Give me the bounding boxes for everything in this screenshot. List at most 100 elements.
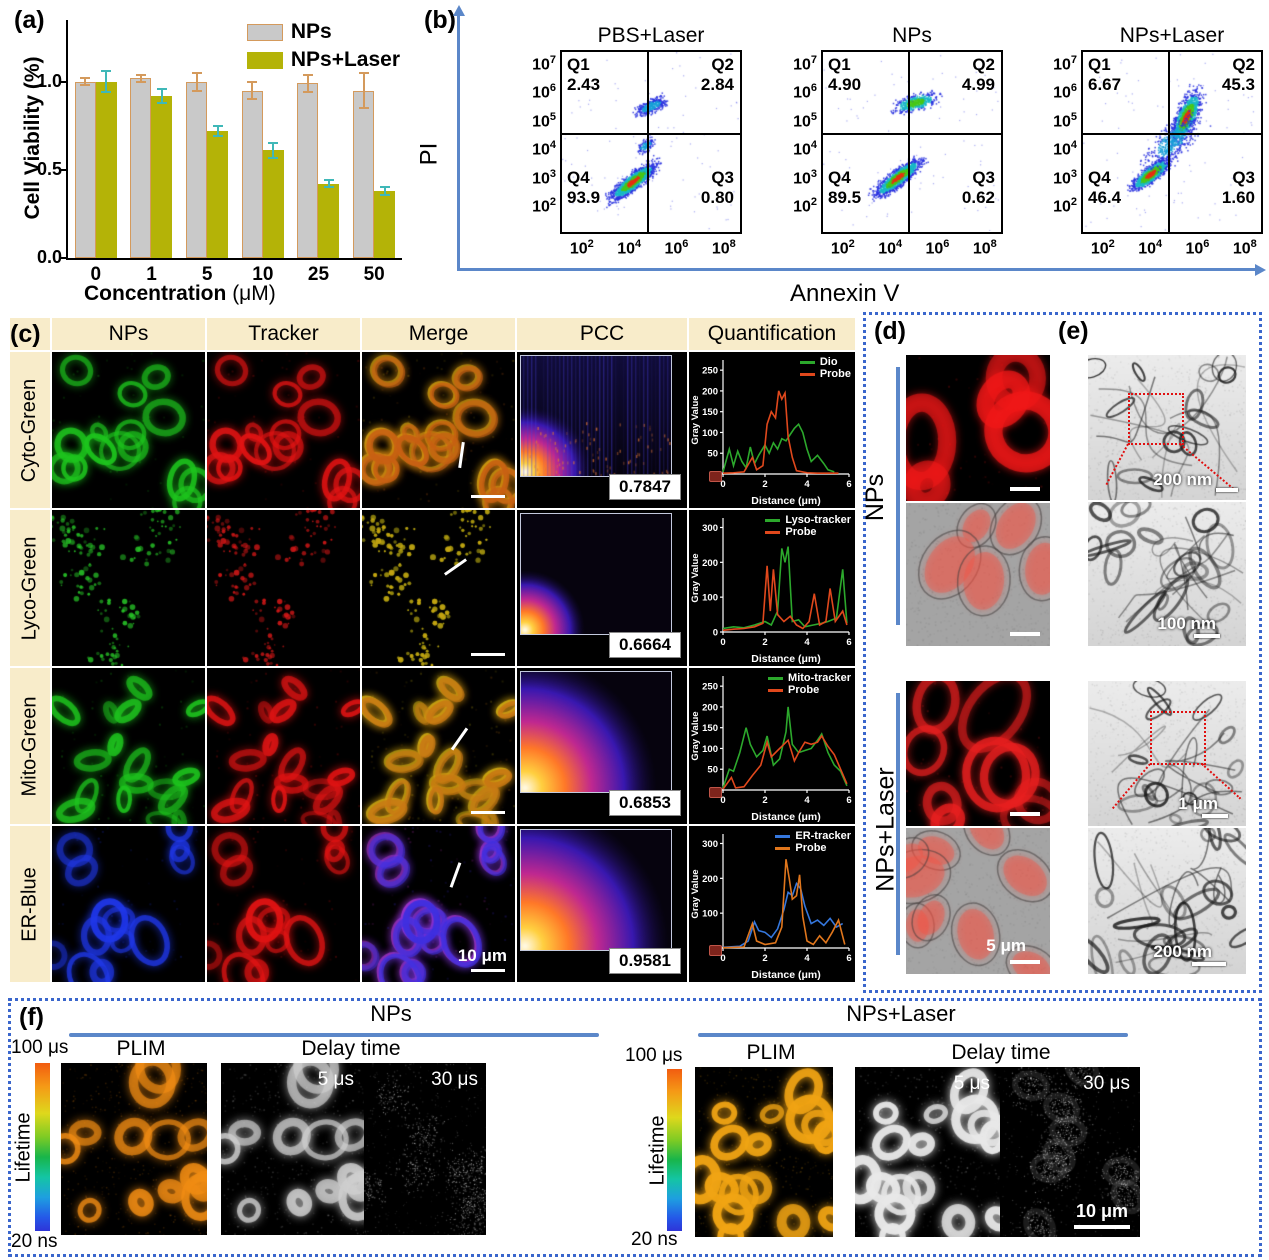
svg-text:Distance (μm): Distance (μm) [751, 811, 820, 823]
quadrant-h-line [823, 133, 1001, 135]
svg-text:6: 6 [846, 479, 851, 490]
lifetime-colorbar [35, 1063, 50, 1231]
svg-text:200: 200 [702, 558, 718, 569]
pcc-value: 0.9581 [609, 948, 681, 974]
lyso-merge-image [362, 510, 515, 666]
colorbar-top-label: 100 μs [625, 1045, 683, 1066]
plim-scale-bar: 10 μm [1074, 1201, 1130, 1229]
cyto-pcc-plot: 0.7847 [517, 352, 687, 508]
colorbar-bottom-label: 20 ns [631, 1229, 678, 1250]
svg-text:2: 2 [762, 953, 767, 964]
svg-text:100: 100 [702, 428, 718, 439]
plim-nps-underline [69, 1033, 599, 1037]
quad-q3: Q3 0.80 [700, 168, 734, 207]
e-tem-zoom-nps: 100 nm [1088, 502, 1246, 646]
scale-bar-text: 10 μm [457, 946, 507, 965]
svg-text:0: 0 [720, 637, 725, 648]
quad-q1: Q1 4.90 [828, 55, 862, 94]
panel-c-tag-cell: (c) [10, 318, 50, 350]
legend-item-nps-laser: NPs+Laser [246, 48, 400, 72]
svg-text:150: 150 [702, 723, 718, 734]
panel-f-tag: (f) [19, 1003, 44, 1031]
svg-text:100: 100 [702, 593, 718, 604]
svg-text:2: 2 [762, 637, 767, 648]
legend-item-nps: NPs [246, 20, 400, 44]
svg-text:6: 6 [846, 637, 851, 648]
delay-5us-label: 5 μs [953, 1073, 990, 1094]
quadrant-v-line [647, 52, 649, 232]
scale-bar [471, 653, 505, 656]
scale-bar-text: 5 μm [986, 936, 1026, 955]
e-tem-overview-nps: 200 nm [1088, 355, 1246, 500]
viability-plot-area: NPs NPs+Laser 0 1 5 10 25 50 0.0 0.5 1.0 [36, 20, 402, 285]
flow-title: NPs+Laser [1119, 24, 1225, 47]
viability-legend: NPs NPs+Laser [246, 20, 400, 76]
lyso-pcc-plot: 0.6664 [517, 510, 687, 666]
panel-b-tag: (b) [424, 6, 456, 34]
delay-time-header: Delay time [951, 1041, 1051, 1064]
x-label-text: Concentration [84, 282, 227, 305]
svg-text:Gray Value: Gray Value [690, 869, 701, 918]
col-header-nps: NPs [52, 318, 205, 350]
svg-text:0: 0 [713, 628, 718, 639]
panel-e-tag: (e) [1058, 317, 1089, 345]
pcc-value: 0.7847 [609, 474, 681, 500]
tem-scale-text: 100 nm [1157, 614, 1216, 633]
flow-plot-nps: NPs Q1 4.90 Q2 4.99 Q3 0.62 Q4 89.5 107 106 10… [777, 24, 1007, 304]
svg-text:4: 4 [804, 479, 810, 490]
svg-text:100: 100 [702, 744, 718, 755]
row-label-cyto-green: Cyto-Green [10, 352, 50, 508]
svg-text:150: 150 [702, 407, 718, 418]
mito-tracker-image [207, 668, 360, 824]
plim-laser-title: NPs+Laser [846, 1001, 956, 1026]
svg-text:200: 200 [702, 386, 718, 397]
svg-text:2: 2 [762, 479, 767, 490]
row-label-lyco-green: Lyco-Green [10, 510, 50, 666]
roi-marker [709, 471, 722, 482]
annexin-axis-label: Annexin V [790, 280, 900, 307]
delay-time-header: Delay time [301, 1037, 401, 1060]
tem-zoom-box [1150, 711, 1206, 765]
svg-text:300: 300 [702, 523, 718, 534]
nps-laser-group-label: NPs+Laser [871, 767, 900, 892]
flow-title: PBS+Laser [597, 24, 705, 47]
quad-q4: Q4 46.4 [1088, 168, 1122, 207]
flow-plot-nps-laser: NPs+Laser Q1 6.67 Q2 45.3 Q3 1.60 Q4 46.4 10… [1037, 24, 1267, 304]
pi-axis-line [457, 14, 460, 270]
svg-text:Gray Value: Gray Value [690, 553, 701, 602]
tem-scale-bar [1194, 634, 1220, 638]
annexin-axis-line [457, 268, 1257, 271]
scale-bar [1010, 487, 1040, 491]
delay-30us-label: 30 μs [431, 1069, 478, 1090]
cyto-merge-image [362, 352, 515, 508]
cyto-nps-image [52, 352, 205, 508]
mito-pcc-plot: 0.6853 [517, 668, 687, 824]
tem-scale-bar [1216, 488, 1238, 492]
scale-bar [1010, 632, 1040, 636]
flow-plot-box: Q1 2.43 Q2 2.84 Q3 0.80 Q4 93.9 [560, 50, 742, 234]
flow-plot-box: Q1 6.67 Q2 45.3 Q3 1.60 Q4 46.4 [1081, 50, 1263, 234]
row-label-mito-green: Mito-Green [10, 668, 50, 824]
lifetime-label: Lifetime [12, 1112, 35, 1183]
quant-legend: Mito-tracker Probe [768, 672, 851, 696]
svg-text:2: 2 [762, 795, 767, 806]
nps-group-label: NPs [861, 473, 890, 522]
panel-a-tag: (a) [14, 6, 45, 34]
colorbar-bottom-label: 20 ns [11, 1231, 58, 1252]
tem-zoom-box [1128, 393, 1184, 445]
plim-header: PLIM [116, 1037, 166, 1060]
tem-scale-bar [1202, 814, 1228, 818]
d-laser-fluorescence-image [906, 681, 1050, 826]
lyso-nps-image [52, 510, 205, 666]
flow-title: NPs [892, 24, 932, 47]
e-tem-overview-laser: 1 μm [1088, 681, 1246, 826]
quadrant-h-line [1083, 133, 1261, 135]
quadrant-h-line [562, 133, 740, 135]
delay-30us-image-nps: 30 μs [364, 1063, 486, 1235]
svg-text:Distance (μm): Distance (μm) [751, 495, 820, 507]
svg-text:200: 200 [702, 702, 718, 713]
plim-laser-underline [698, 1033, 1128, 1037]
delay-5us-image-laser: 5 μs [855, 1067, 1000, 1237]
